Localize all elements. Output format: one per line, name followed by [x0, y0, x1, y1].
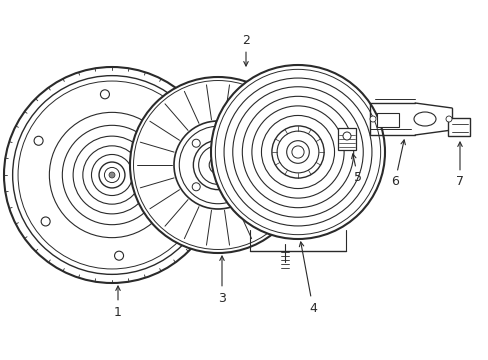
- Text: 6: 6: [390, 140, 405, 189]
- Bar: [376, 113, 398, 127]
- Text: 3: 3: [218, 256, 225, 305]
- Circle shape: [181, 205, 189, 214]
- Circle shape: [445, 116, 451, 122]
- Circle shape: [235, 183, 244, 191]
- Text: 4: 4: [299, 242, 316, 315]
- Circle shape: [192, 183, 200, 191]
- Circle shape: [193, 140, 242, 190]
- Circle shape: [342, 132, 350, 140]
- Circle shape: [100, 90, 109, 99]
- Ellipse shape: [413, 112, 435, 126]
- Circle shape: [369, 116, 375, 122]
- Circle shape: [235, 139, 244, 147]
- Bar: [447, 118, 469, 136]
- Circle shape: [41, 217, 50, 226]
- Text: 1: 1: [114, 286, 122, 319]
- Circle shape: [271, 126, 324, 178]
- Text: 2: 2: [242, 33, 249, 66]
- Circle shape: [34, 136, 43, 145]
- Circle shape: [192, 139, 200, 147]
- Text: 7: 7: [455, 142, 463, 189]
- Circle shape: [99, 162, 125, 188]
- Circle shape: [286, 141, 309, 163]
- Bar: [337, 128, 355, 150]
- Circle shape: [174, 121, 262, 209]
- Circle shape: [210, 65, 384, 239]
- Circle shape: [174, 124, 183, 133]
- Circle shape: [130, 77, 305, 253]
- Circle shape: [109, 172, 115, 178]
- Circle shape: [114, 251, 123, 260]
- Text: 5: 5: [351, 154, 361, 184]
- Circle shape: [209, 156, 226, 174]
- Circle shape: [4, 67, 220, 283]
